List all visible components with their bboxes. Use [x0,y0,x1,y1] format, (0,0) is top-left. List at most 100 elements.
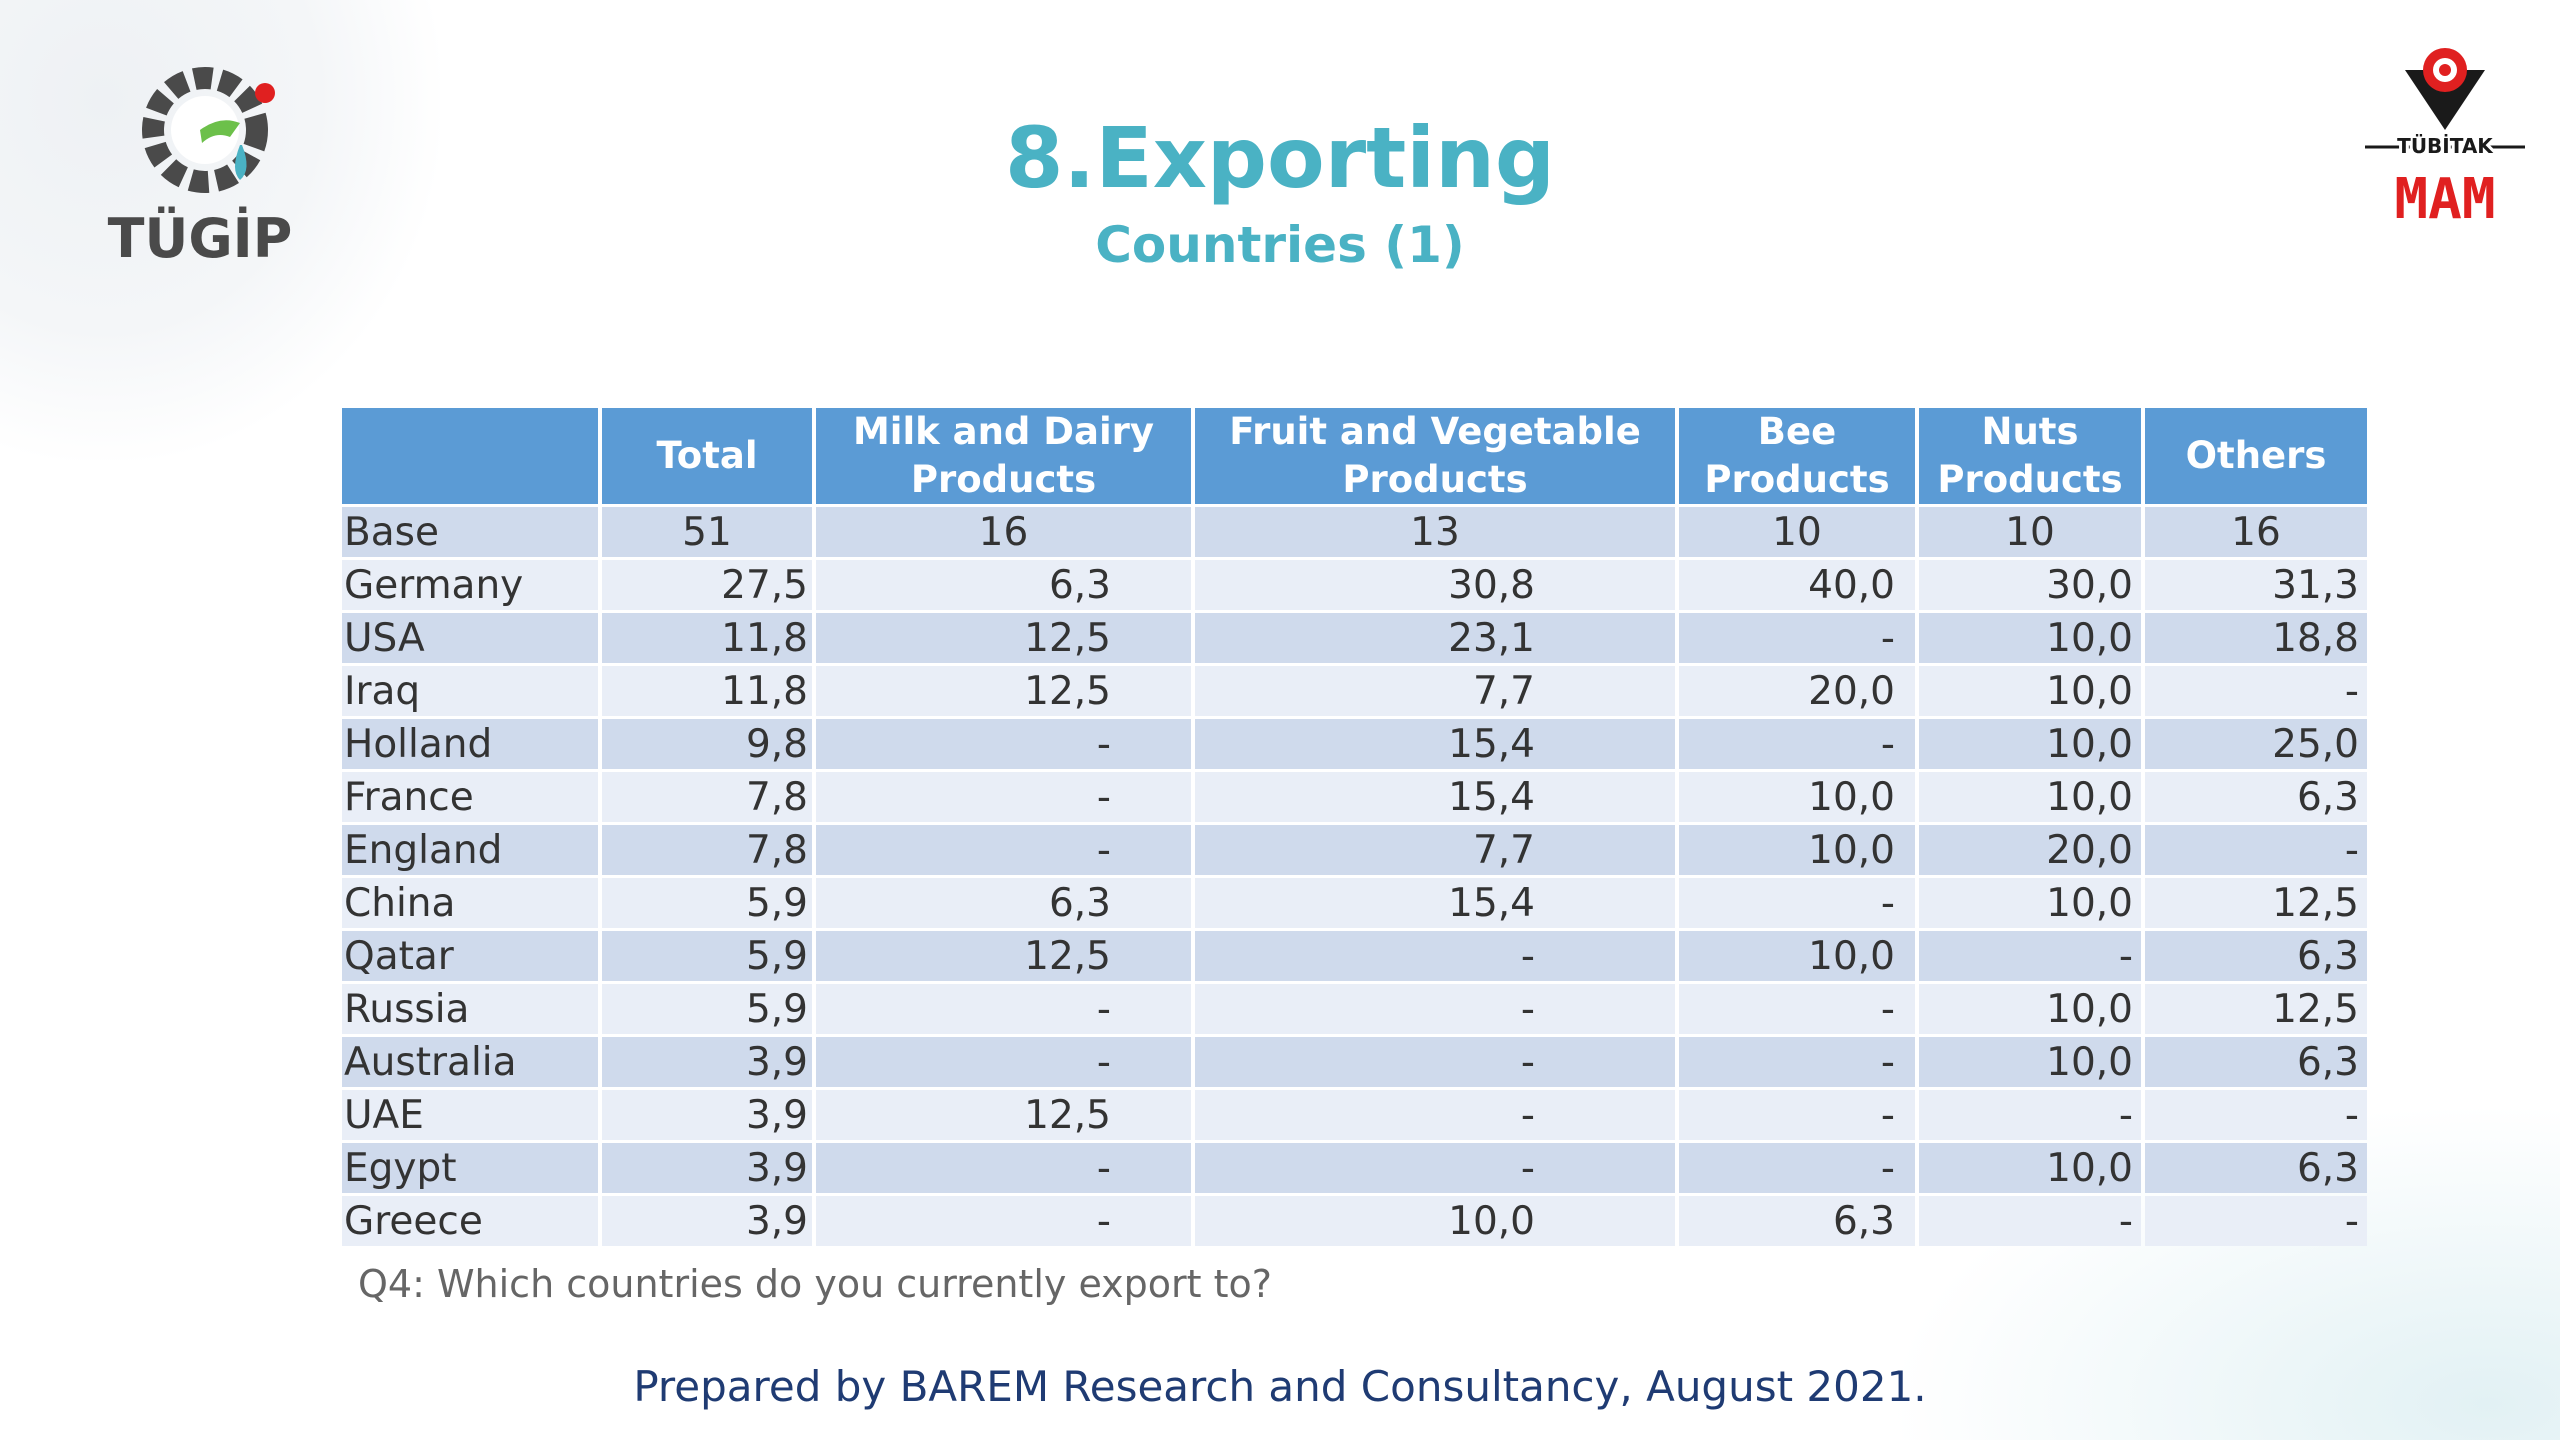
table-row-base: Base 51 16 13 10 10 16 [342,507,2367,557]
value-nuts: 20,0 [1919,825,2141,875]
value-bee: - [1679,1037,1915,1087]
value-milk-dairy: 12,5 [816,666,1191,716]
table-row: England 7,8-7,7 10,0 20,0- [342,825,2367,875]
value-fruit-vegetable: - [1195,984,1675,1034]
decorative-background-bottom-right [1840,1080,2560,1440]
survey-question: Q4: Which countries do you currently exp… [358,1262,1272,1306]
value-milk-dairy: 6,3 [816,878,1191,928]
value-total: 7,8 [602,772,812,822]
country-name: Greece [342,1196,598,1246]
value-nuts: 10,0 [1919,719,2141,769]
table-row: USA 11,8 12,5 23,1-10,0 18,8 [342,613,2367,663]
value-others: 18,8 [2145,613,2367,663]
value-bee: - [1679,1143,1915,1193]
table-row: Qatar 5,9 12,5-10,0-6,3 [342,931,2367,981]
value-milk-dairy: 12,5 [816,613,1191,663]
base-value-total: 51 [602,507,812,557]
value-total: 3,9 [602,1037,812,1087]
value-nuts: 10,0 [1919,772,2141,822]
value-total: 5,9 [602,931,812,981]
value-fruit-vegetable: 23,1 [1195,613,1675,663]
value-milk-dairy: - [816,825,1191,875]
tubitak-emblem-icon [2405,48,2485,130]
base-value-others: 16 [2145,507,2367,557]
value-bee: 10,0 [1679,772,1915,822]
country-name: USA [342,613,598,663]
country-name: Qatar [342,931,598,981]
country-name: Egypt [342,1143,598,1193]
value-milk-dairy: 12,5 [816,931,1191,981]
value-bee: 10,0 [1679,825,1915,875]
country-name: England [342,825,598,875]
header-cell-milk-dairy: Milk and Dairy Products [816,408,1191,504]
page-title: 8.Exporting [1004,109,1556,207]
value-nuts: - [1919,1090,2141,1140]
value-fruit-vegetable: 15,4 [1195,772,1675,822]
country-name: UAE [342,1090,598,1140]
value-fruit-vegetable: 7,7 [1195,825,1675,875]
value-bee: - [1679,878,1915,928]
value-others: 6,3 [2145,931,2367,981]
value-others: - [2145,1090,2367,1140]
value-fruit-vegetable: - [1195,1143,1675,1193]
value-total: 5,9 [602,878,812,928]
base-value-milk-dairy: 16 [816,507,1191,557]
value-fruit-vegetable: - [1195,1037,1675,1087]
table-row: Greece 3,9-10,0 6,3- - [342,1196,2367,1246]
table-header-row: Total Milk and Dairy Products Fruit and V… [342,408,2367,504]
value-others: 12,5 [2145,984,2367,1034]
value-fruit-vegetable: - [1195,931,1675,981]
table-row: Russia 5,9- - -10,0 12,5 [342,984,2367,1034]
mam-logo-text: MAM [2394,167,2495,232]
base-value-bee: 10 [1679,507,1915,557]
value-total: 5,9 [602,984,812,1034]
value-total: 3,9 [602,1090,812,1140]
value-bee: 10,0 [1679,931,1915,981]
header-cell-total: Total [602,408,812,504]
value-others: - [2145,666,2367,716]
table-row: Egypt 3,9- - -10,0 6,3 [342,1143,2367,1193]
table-row: France 7,8-15,4 10,0 10,0 6,3 [342,772,2367,822]
value-bee: 20,0 [1679,666,1915,716]
value-others: 6,3 [2145,1037,2367,1087]
decorative-background-top-left [0,0,440,460]
country-name: Australia [342,1037,598,1087]
table-row: UAE 3,9 12,5- - - - [342,1090,2367,1140]
value-milk-dairy: - [816,772,1191,822]
value-milk-dairy: - [816,984,1191,1034]
value-bee: 6,3 [1679,1196,1915,1246]
value-bee: 40,0 [1679,560,1915,610]
value-nuts: 10,0 [1919,878,2141,928]
base-value-nuts: 10 [1919,507,2141,557]
value-total: 9,8 [602,719,812,769]
value-nuts: - [1919,931,2141,981]
value-fruit-vegetable: 7,7 [1195,666,1675,716]
country-name: Holland [342,719,598,769]
value-nuts: 10,0 [1919,1037,2141,1087]
value-total: 11,8 [602,666,812,716]
value-nuts: 10,0 [1919,613,2141,663]
value-others: 6,3 [2145,772,2367,822]
value-others: 31,3 [2145,560,2367,610]
value-milk-dairy: 6,3 [816,560,1191,610]
base-label: Base [342,507,598,557]
value-total: 3,9 [602,1196,812,1246]
value-milk-dairy: - [816,1037,1191,1087]
value-bee: - [1679,1090,1915,1140]
value-milk-dairy: 12,5 [816,1090,1191,1140]
value-fruit-vegetable: 10,0 [1195,1196,1675,1246]
country-name: France [342,772,598,822]
value-milk-dairy: - [816,1196,1191,1246]
table-row: China 5,9 6,3 15,4-10,0 12,5 [342,878,2367,928]
table-row: Germany 27,5 6,3 30,8 40,0 30,0 31,3 [342,560,2367,610]
value-nuts: 30,0 [1919,560,2141,610]
value-bee: - [1679,719,1915,769]
value-fruit-vegetable: 15,4 [1195,719,1675,769]
value-nuts: 10,0 [1919,984,2141,1034]
value-others: - [2145,1196,2367,1246]
gear-logo-icon [142,67,275,193]
value-others: 25,0 [2145,719,2367,769]
value-milk-dairy: - [816,719,1191,769]
country-name: Russia [342,984,598,1034]
header-cell-fruit-vegetable: Fruit and Vegetable Products [1195,408,1675,504]
